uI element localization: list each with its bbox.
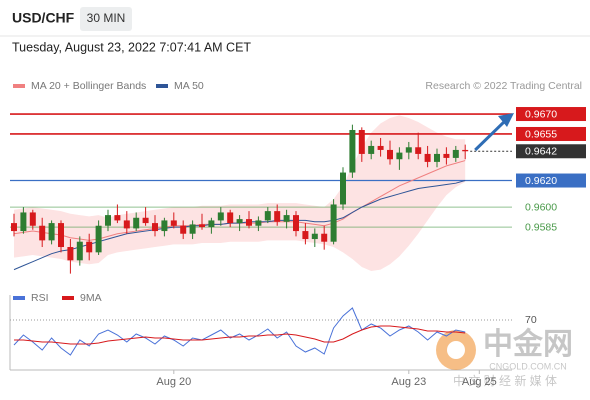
x-tick-label: Aug 25 [462,376,497,388]
candle-body [11,223,17,232]
level-label: 0.9620 [525,175,557,187]
candle-body [377,145,384,150]
candle-body [48,223,55,241]
rsi-line [14,325,466,345]
candle-body [246,219,252,226]
level-label-box [516,107,586,122]
candle-body [274,211,281,222]
candle-body [264,211,271,221]
watermark-site: CNGOLD.COM.CN [489,361,567,371]
candle-body [368,145,375,154]
candle-body [95,225,102,253]
timeframe-badge [80,7,132,31]
candle-body [340,172,346,205]
candle-body [405,147,412,153]
x-tick-label: Aug 23 [391,376,426,388]
candle-body [255,220,262,226]
candle-body [293,215,299,232]
candle-body [358,129,365,154]
candle-body [452,149,459,158]
candle-body [434,153,440,162]
watermark-title: 中金网 [483,327,573,361]
candle-body [236,219,243,224]
candle-body [123,220,130,229]
candle-body [227,212,234,224]
candle-body [161,220,168,232]
x-tick-label: Aug 20 [156,376,191,388]
level-label: 0.9585 [525,221,557,233]
candle-body [321,233,328,242]
candle-body [76,241,83,261]
watermark-slogan: 中 文 财 经 新 媒 体 [453,373,557,388]
candle-body [424,153,431,162]
candle-body [462,149,469,152]
candle-body [105,215,111,226]
candle-body [189,224,196,234]
forecast-arrowhead [498,113,514,127]
watermark-logo-inner [447,341,465,359]
candle-body [170,220,177,226]
candle-body [39,225,46,241]
candle-body [217,212,224,221]
candle-body [208,220,215,228]
candle-body [349,129,356,173]
legend-label: MA 20 + Bollinger Bands [31,80,146,92]
candle-body [67,247,74,261]
candle-body [133,217,140,229]
candle-body [86,241,93,253]
candle-body [58,223,64,248]
credit: Research © 2022 Trading Central [425,80,582,92]
timestamp: Tuesday, August 23, 2022 7:07:41 AM CET [12,40,251,54]
level-label: 0.9655 [525,128,557,140]
legend-label: 9MA [80,292,102,304]
candle-body [20,212,27,232]
legend-label: MA 50 [174,80,204,92]
candle-body [152,223,158,232]
candle-body [199,224,205,228]
level-label-box [516,144,586,159]
candle-body [396,152,403,160]
candle-body [142,217,149,224]
level-label: 0.9642 [525,146,557,158]
forecast-arrow [474,118,508,152]
level-label-box [516,126,586,141]
rsi-tick-label: 70 [525,314,537,326]
symbol: USD/CHF [12,10,75,26]
candle-body [311,233,318,240]
candle-body [302,231,309,240]
level-label-box [516,173,586,188]
candle-body [443,153,450,158]
candle-body [180,225,187,234]
candle-body [29,212,36,226]
candle-body [330,204,337,242]
timeframe: 30 MIN [87,11,126,25]
candle-body [415,147,422,154]
legend-label: RSI [31,292,49,304]
level-label: 0.9600 [525,201,557,213]
candle-body [114,215,121,221]
candle-body [283,215,290,222]
watermark: 中金网 CNGOLD.COM.CN 中 文 财 经 新 媒 体 [436,327,573,388]
rsi-line [13,307,466,356]
level-label: 0.9670 [525,108,557,120]
candle-body [387,149,393,160]
plot: MA 20 + Bollinger Bands MA 50 Research © 2… [10,80,586,388]
